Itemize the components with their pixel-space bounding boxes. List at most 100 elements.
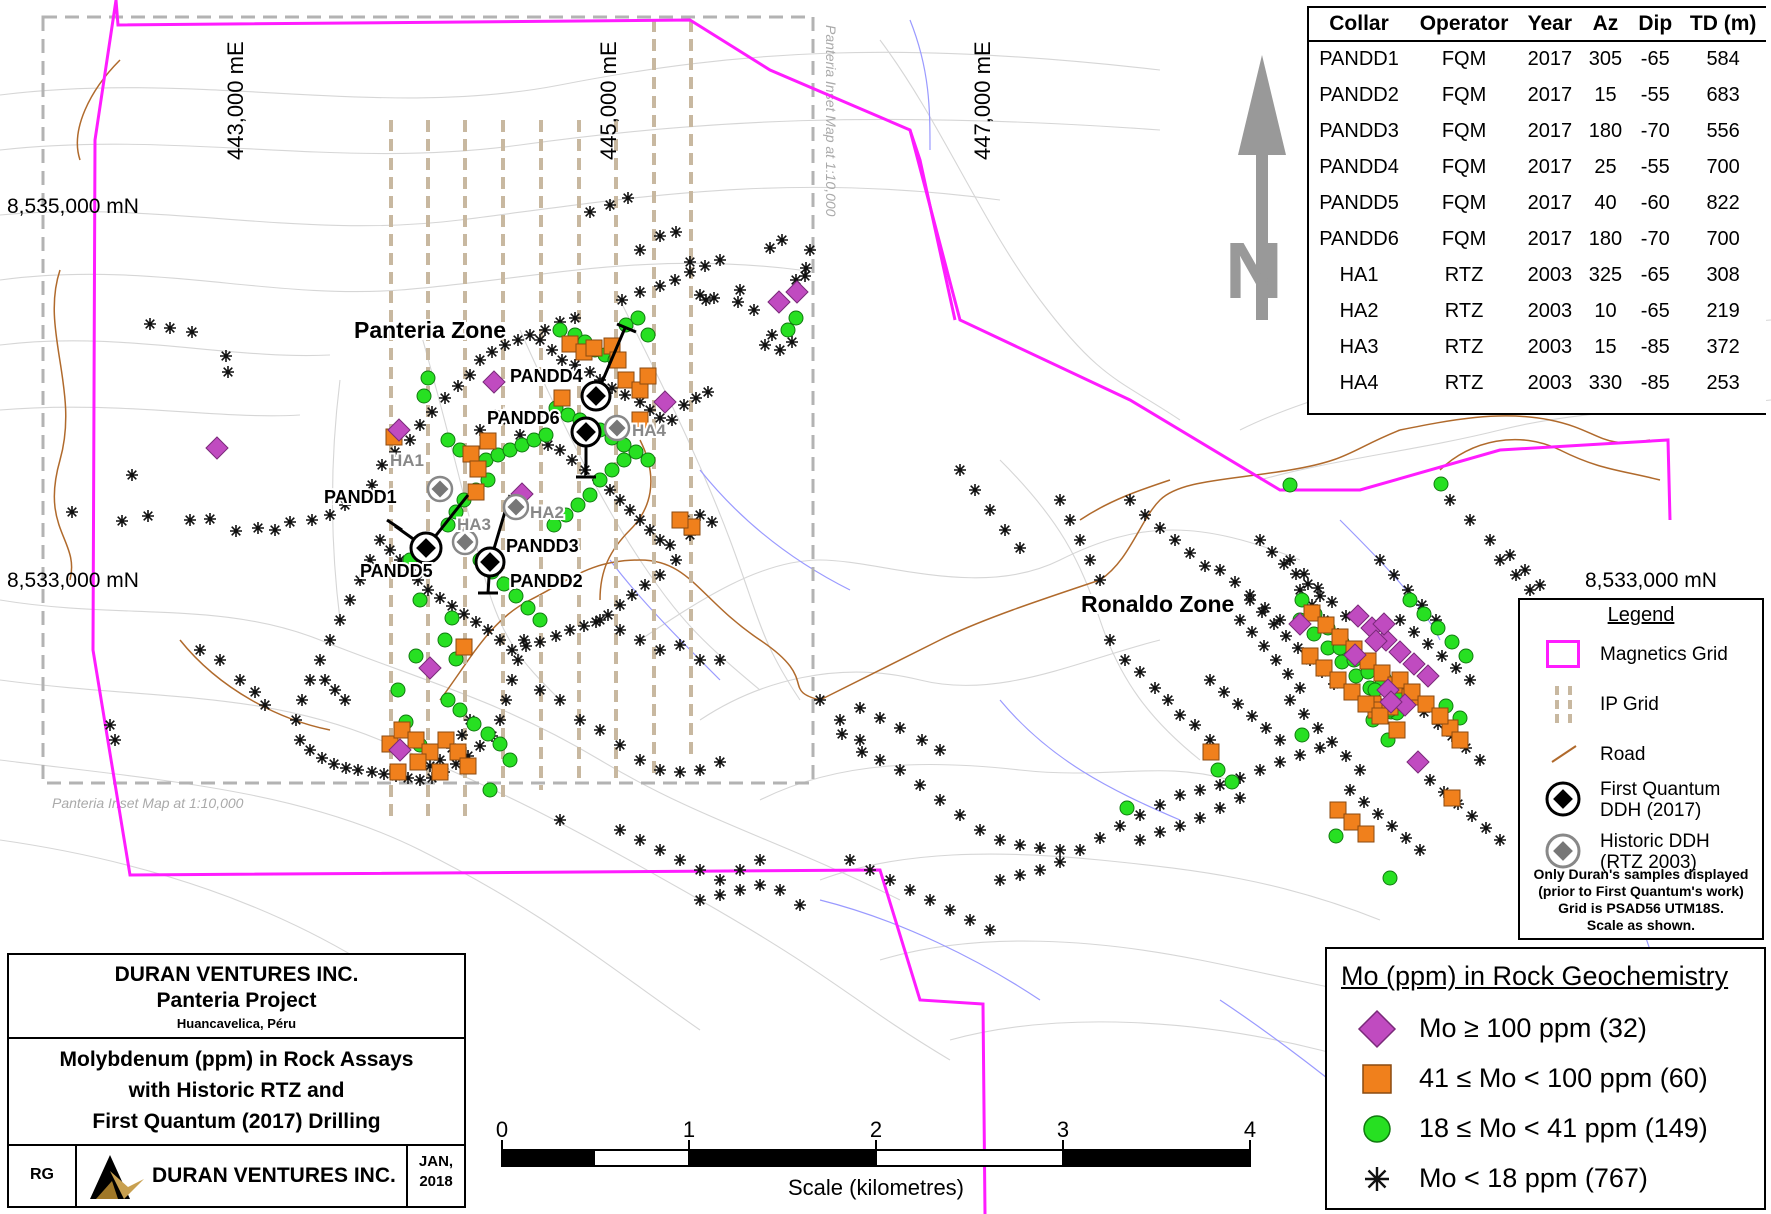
mo-41-100-sample — [1373, 664, 1391, 682]
mo-trace-sample — [565, 453, 579, 467]
easting-label-443000: 443,000 mE — [223, 41, 248, 160]
mo-trace-sample — [915, 733, 929, 747]
mo-18-41-sample — [412, 592, 428, 608]
mo-trace-sample — [633, 753, 647, 767]
collar-row: PANDD1 FQM 2017 305 -65 584 — [1309, 41, 1766, 78]
mo-18-41-sample — [1282, 477, 1298, 493]
mo-18-41-sample — [582, 487, 598, 503]
northing-label-8533000-west: 8,533,000 mN — [7, 569, 139, 592]
mo-41-100-sample — [1303, 604, 1321, 622]
mo-trace-sample — [1353, 763, 1367, 777]
mo-trace-sample — [1443, 493, 1457, 507]
collar-cell-collar: PANDD4 — [1319, 156, 1399, 178]
collar-cell-az: 305 — [1588, 48, 1623, 70]
collar-cell-td: 372 — [1706, 336, 1740, 358]
mo-trace-sample — [1188, 718, 1202, 732]
pandd6-label: PANDD6 — [487, 408, 560, 428]
mo-trace-sample — [1113, 819, 1127, 833]
mo-trace-sample — [713, 873, 727, 887]
historic-ddh-icon — [1545, 833, 1581, 869]
collar-cell-az: 40 — [1594, 192, 1617, 214]
mo-trace-sample — [1339, 749, 1353, 763]
collar-row: PANDD4 FQM 2017 25 -55 700 — [1309, 150, 1766, 186]
mo-trace-sample — [373, 533, 387, 547]
inset-map-label-vertical: Panteria Inset Map at 1:10,000 — [823, 25, 839, 217]
legend-panel: Legend Magnetics Grid IP Grid Road First… — [1518, 598, 1764, 940]
mo-18-41-sample — [390, 682, 406, 698]
mo-trace-sample — [998, 523, 1012, 537]
collar-row: HA1 RTZ 2003 325 -65 308 — [1309, 258, 1766, 294]
mo-41-100-sample — [469, 460, 487, 478]
mo-18-41-sample — [788, 310, 804, 326]
mo-trace-sample — [533, 683, 547, 697]
collar-cell-dip: -65 — [1640, 48, 1670, 70]
mo-trace-sample — [1465, 809, 1479, 823]
mo-trace-sample — [1183, 546, 1197, 560]
mo-18-41-sample — [570, 497, 586, 513]
mo-trace-sample — [773, 883, 787, 897]
mo-trace-sample — [203, 512, 217, 526]
mo-trace-sample — [493, 633, 507, 647]
mo-trace-sample — [183, 513, 197, 527]
legend-note-2: (prior to First Quantum's work) — [1538, 883, 1744, 899]
mo-trace-sample — [733, 863, 747, 877]
mo-41-100-sample — [1431, 707, 1449, 725]
first-quantum-collars — [409, 380, 612, 578]
mo-trace-sample — [693, 763, 707, 777]
easting-label-447000: 447,000 mE — [970, 41, 995, 160]
collar-cell-td: 584 — [1706, 48, 1740, 70]
mo-trace-sample — [1103, 633, 1117, 647]
mo-trace-sample — [65, 505, 79, 519]
mo-41-100-symbol — [1362, 1064, 1392, 1094]
mo-41-100-sample — [467, 483, 485, 501]
collar-cell-year: 2017 — [1527, 192, 1573, 214]
mo-trace-sample — [303, 673, 317, 687]
mo-trace-sample — [1493, 833, 1507, 847]
mo-trace-sample — [705, 515, 719, 529]
mo-18-41-sample — [496, 576, 512, 592]
mo-trace-sample — [625, 588, 639, 602]
mo-high-sample — [785, 280, 809, 304]
mo-high-sample — [1416, 664, 1440, 688]
mo-41-100-sample — [479, 432, 497, 450]
mo-41-100-sample — [1357, 695, 1375, 713]
mo-trace-sample — [863, 863, 877, 877]
ha4-label: HA4 — [632, 421, 667, 440]
collar-cell-year: 2017 — [1527, 120, 1573, 142]
mo-trace-sample — [833, 713, 847, 727]
collar-cell-year: 2017 — [1527, 156, 1573, 178]
geochem-row-low: 18 ≤ Mo < 41 ppm (149) — [1327, 1107, 1764, 1147]
mo-41-100-sample — [407, 731, 425, 749]
mo-trace-sample — [351, 763, 365, 777]
mo-trace-sample — [693, 863, 707, 877]
mo-trace-sample — [747, 303, 761, 317]
mo-41-100-sample — [1301, 647, 1319, 665]
map-title-line-1: Molybdenum (ppm) in Rock Assays — [59, 1048, 414, 1071]
mo-high-sample — [387, 418, 411, 442]
mo-trace-sample — [1093, 831, 1107, 845]
mo-trace-sample — [1133, 833, 1147, 847]
legend-fq-row: First Quantum DDH (2017) — [1520, 776, 1762, 822]
mo-high-sample — [388, 738, 412, 762]
mo-trace-sample — [953, 808, 967, 822]
mo-trace-sample — [1253, 533, 1267, 547]
mo-trace-sample — [1387, 568, 1401, 582]
mo-trace-sample — [1013, 838, 1027, 852]
mo-trace-sample — [618, 388, 632, 402]
collar-cell-operator: FQM — [1441, 48, 1487, 70]
mo-trace-sample — [315, 751, 329, 765]
collar-cell-collar: HA3 — [1339, 336, 1379, 358]
mo-18-41-sample — [452, 702, 468, 718]
mo-high-sample — [205, 436, 229, 460]
geochem-label-low: 18 ≤ Mo < 41 ppm (149) — [1419, 1113, 1708, 1143]
mo-18-41-sample — [604, 462, 620, 478]
collar-cell-az: 15 — [1594, 336, 1617, 358]
mo-trace-sample — [323, 508, 337, 522]
mo-trace-sample — [338, 693, 352, 707]
mo-trace-sample — [693, 893, 707, 907]
mo-18-41-sample — [1210, 762, 1226, 778]
mo-trace-sample — [689, 391, 703, 405]
mo-trace-sample — [1283, 553, 1297, 567]
mo-trace-sample — [473, 353, 487, 367]
mo-trace-sample — [343, 593, 357, 607]
